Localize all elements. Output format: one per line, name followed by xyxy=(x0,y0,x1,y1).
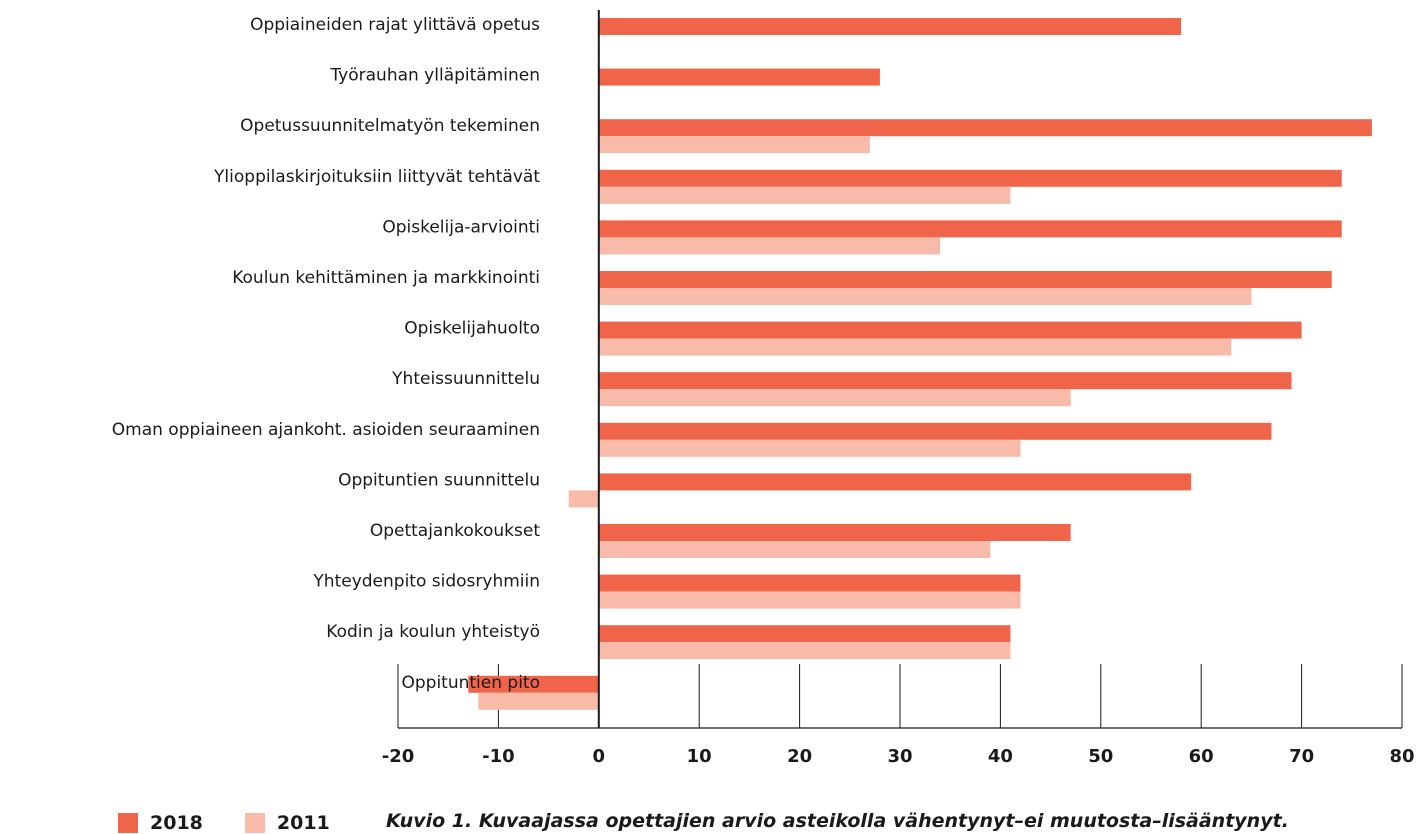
x-tick-label: 60 xyxy=(1189,746,1214,767)
chart-caption: Kuvio 1. Kuvaajassa opettajien arvio ast… xyxy=(386,810,1289,832)
bar-2011 xyxy=(598,591,1021,609)
bar-2018 xyxy=(598,625,1011,643)
legend-item-2018: 2018 xyxy=(118,812,203,834)
category-label: Työrauhan ylläpitäminen xyxy=(329,66,540,86)
category-label: Opetussuunnitelmatyön tekeminen xyxy=(240,116,540,136)
category-label: Oppituntien pito xyxy=(401,673,540,693)
bar-2011 xyxy=(598,541,991,558)
bar-2018 xyxy=(598,220,1342,238)
bar-2018 xyxy=(598,271,1332,288)
bar-chart: -20 -10 0 10 20 30 40 50 60 70 80 Oppiaineiden raja… xyxy=(112,10,1415,767)
bar-2018 xyxy=(598,321,1302,339)
legend-label-2018: 2018 xyxy=(150,812,203,834)
legend-label-2011: 2011 xyxy=(276,812,330,834)
category-label: Oman oppiaineen ajankoht. asioiden seura… xyxy=(112,420,540,440)
x-tick-label: 20 xyxy=(787,746,812,767)
bar-2018 xyxy=(598,372,1292,390)
category-label: Kodin ja koulun yhteistyö xyxy=(326,622,540,642)
category-label: Oppiaineiden rajat ylittävä opetus xyxy=(250,15,540,35)
x-tick-label: 40 xyxy=(988,746,1013,767)
x-tick-label: -10 xyxy=(482,746,515,767)
legend: 2018 2011 xyxy=(118,812,372,834)
bar-2018 xyxy=(598,574,1021,592)
category-label: Ylioppilaskirjoituksiin liittyvät tehtäv… xyxy=(213,167,540,187)
bar-2018 xyxy=(598,119,1372,137)
bar-2011 xyxy=(598,642,1011,660)
bar-2011 xyxy=(598,186,1011,204)
category-label: Opiskelija-arviointi xyxy=(382,217,540,237)
x-tick-label: 10 xyxy=(687,746,712,767)
bar-2018 xyxy=(598,169,1342,187)
bar-2011 xyxy=(598,439,1021,457)
category-label: Oppituntien suunnittelu xyxy=(338,470,540,490)
bar-2011 xyxy=(478,692,599,710)
bar-2018 xyxy=(468,675,599,693)
x-tick-label: -20 xyxy=(382,746,415,767)
bar-2018 xyxy=(598,68,880,86)
legend-swatch-2018 xyxy=(118,813,138,833)
bar-2018 xyxy=(598,422,1272,440)
bar-2011 xyxy=(568,490,599,508)
x-tick-label: 70 xyxy=(1289,746,1314,767)
category-label: Yhteissuunnittelu xyxy=(391,369,540,389)
bar-2018 xyxy=(598,473,1192,491)
bar-2011 xyxy=(598,389,1071,407)
x-tick-label: 30 xyxy=(887,746,912,767)
x-tick-label: 0 xyxy=(593,746,606,767)
legend-swatch-2011 xyxy=(244,813,265,833)
bar-2018 xyxy=(598,524,1071,541)
category-label: Opiskelijahuolto xyxy=(404,319,540,339)
category-label: Opettajankokoukset xyxy=(370,521,541,541)
bar-2011 xyxy=(598,288,1252,305)
bar-2011 xyxy=(598,237,941,255)
legend-item-2011: 2011 xyxy=(244,812,330,834)
category-label: Koulun kehittäminen ja markkinointi xyxy=(232,268,540,288)
bar-2011 xyxy=(598,338,1232,356)
x-tick-label: 50 xyxy=(1088,746,1113,767)
bar-2018 xyxy=(598,18,1182,35)
bar-2011 xyxy=(598,136,870,154)
x-tick-label: 80 xyxy=(1389,746,1414,767)
category-label: Yhteydenpito sidosryhmiin xyxy=(312,572,540,592)
